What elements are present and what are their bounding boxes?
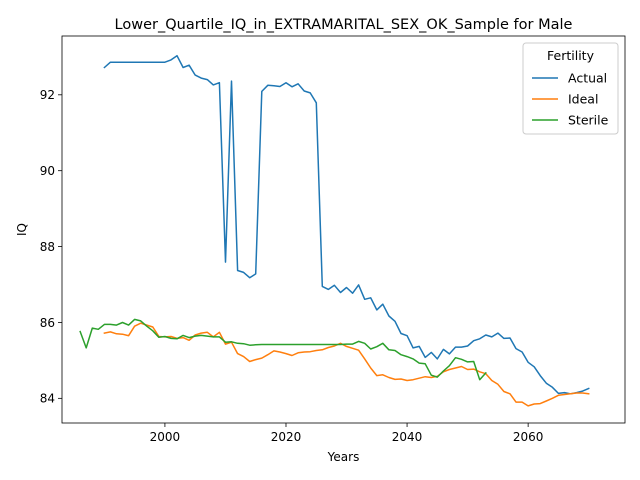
y-tick-label: 90 (40, 164, 55, 178)
series-line-sterile (79, 318, 487, 381)
x-axis-label: Years (327, 450, 360, 464)
x-tick-label: 2040 (392, 430, 423, 444)
x-tick-label: 2020 (271, 430, 302, 444)
legend-title: Fertility (547, 48, 595, 63)
y-axis-label: IQ (15, 223, 29, 236)
legend-box (522, 42, 619, 135)
plot-lines (79, 54, 590, 407)
x-axis: 2000 2020 2040 2060 (150, 423, 544, 444)
legend-label-ideal: Ideal (568, 92, 598, 107)
plot-area-frame (61, 35, 626, 424)
y-tick-label: 92 (40, 88, 55, 102)
series-line-actual (103, 54, 590, 395)
y-tick-label: 88 (40, 240, 55, 254)
y-tick-label: 84 (40, 392, 55, 406)
x-tick-label: 2060 (513, 430, 544, 444)
chart-title: Lower_Quartile_IQ_in_EXTRAMARITAL_SEX_OK… (115, 17, 573, 33)
legend-label-sterile: Sterile (568, 113, 609, 128)
x-tick-label: 2000 (150, 430, 181, 444)
legend-label-actual: Actual (568, 71, 607, 86)
legend: Fertility Actual Ideal Sterile (522, 42, 619, 135)
series-line-ideal (103, 322, 590, 407)
y-tick-label: 86 (40, 316, 55, 330)
y-axis: 84 86 88 90 92 (40, 88, 62, 406)
